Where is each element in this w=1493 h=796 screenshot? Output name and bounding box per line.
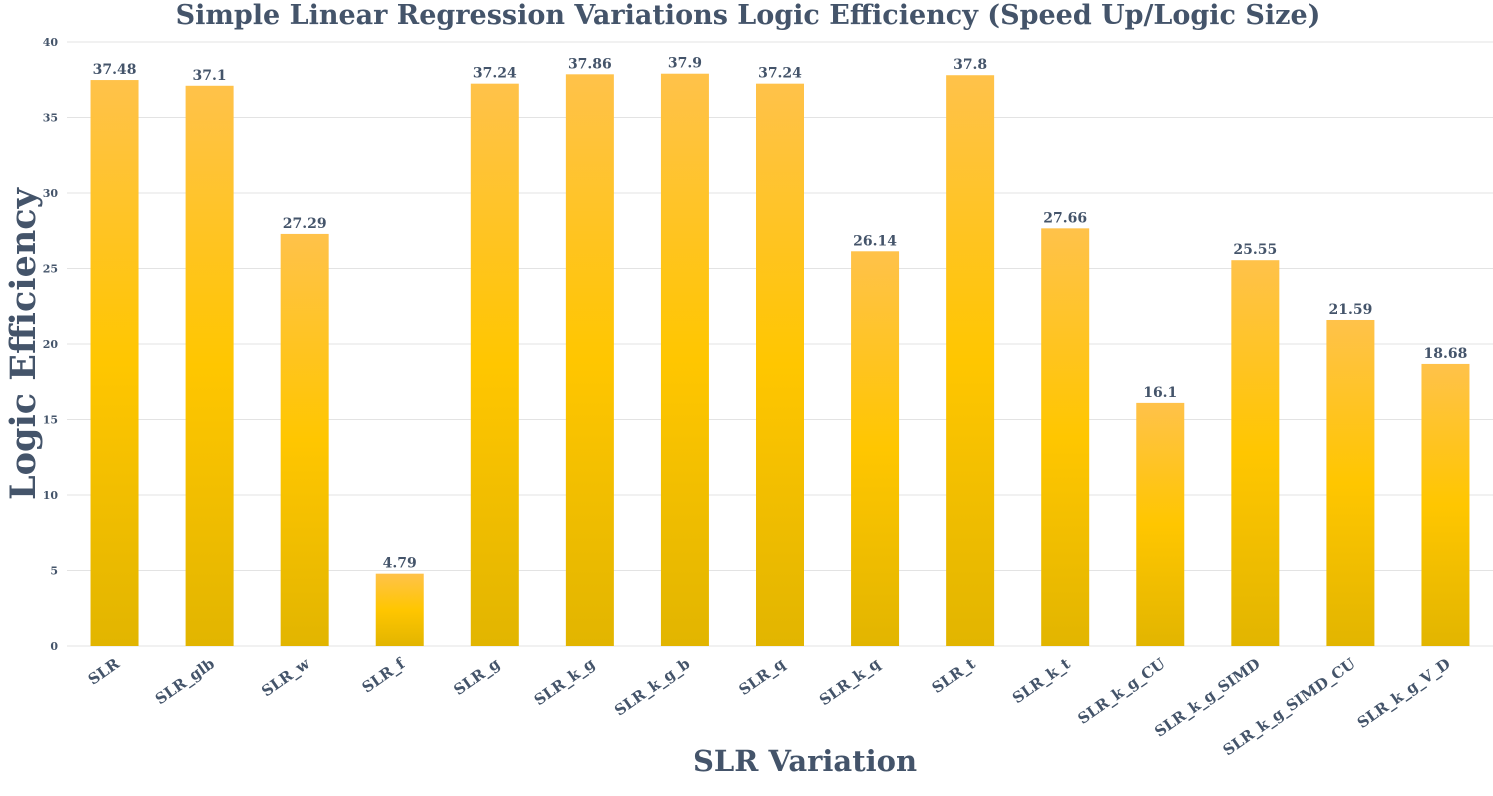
x-tick-label: SLR_g <box>450 654 503 699</box>
bar <box>90 80 139 646</box>
data-label: 37.1 <box>193 68 227 84</box>
data-label: 37.9 <box>668 56 702 72</box>
x-axis-label: SLR Variation <box>693 744 917 778</box>
x-tick-label: SLR_k_t <box>1009 654 1074 707</box>
data-label: 4.79 <box>383 556 417 572</box>
y-axis-ticks: 0 5 10 15 20 25 30 35 40 <box>43 36 59 653</box>
value-labels: 37.48 37.1 27.29 4.79 37.24 37.86 37.9 37.24 26.… <box>93 56 1468 572</box>
data-label: 37.24 <box>473 66 517 82</box>
data-label: 18.68 <box>1424 346 1468 362</box>
bar <box>1421 363 1470 646</box>
chart-title: Simple Linear Regression Variations Logi… <box>176 0 1321 31</box>
data-label: 37.24 <box>758 66 802 82</box>
bar <box>470 83 519 646</box>
data-label: 27.66 <box>1043 210 1087 226</box>
bar <box>946 75 995 647</box>
data-label: 37.86 <box>568 56 612 72</box>
bars <box>90 73 1470 647</box>
bar <box>1326 319 1375 646</box>
y-tick-label: 20 <box>43 338 59 351</box>
data-label: 25.55 <box>1233 242 1277 258</box>
bar <box>280 233 329 646</box>
y-tick-label: 0 <box>50 640 58 653</box>
data-label: 21.59 <box>1328 302 1372 318</box>
y-tick-label: 10 <box>43 489 59 502</box>
bar <box>185 85 234 647</box>
bar <box>851 251 900 646</box>
y-tick-label: 30 <box>43 187 59 200</box>
y-tick-label: 40 <box>43 36 59 49</box>
bar <box>1231 260 1280 646</box>
data-label: 16.1 <box>1143 385 1177 401</box>
bar <box>565 74 614 646</box>
x-tick-label: SLR_w <box>258 654 314 700</box>
bar <box>375 573 424 646</box>
x-tick-label: SLR_glb <box>152 655 218 709</box>
x-tick-label: SLR_k_g <box>531 654 599 709</box>
bar <box>1136 402 1185 646</box>
x-tick-label: SLR_k_g_CU <box>1074 655 1168 728</box>
x-tick-label: SLR_k_g_b <box>611 655 693 720</box>
bar <box>756 83 804 646</box>
bar <box>1041 228 1090 647</box>
y-tick-label: 25 <box>43 263 58 276</box>
x-tick-label: SLR_t <box>929 654 979 696</box>
x-tick-label: SLR_k_g_V_D <box>1354 655 1454 732</box>
x-tick-label: SLR <box>85 654 123 688</box>
y-axis-label: Logic Efficiency <box>3 186 44 500</box>
bar <box>660 73 709 646</box>
x-tick-label: SLR_f <box>359 654 410 697</box>
y-tick-label: 35 <box>43 112 58 125</box>
y-tick-label: 5 <box>50 565 58 578</box>
data-label: 37.8 <box>953 57 987 73</box>
x-tick-label: SLR_k_q <box>816 654 884 709</box>
data-label: 27.29 <box>283 216 327 232</box>
y-tick-label: 15 <box>43 414 58 427</box>
data-label: 37.48 <box>93 62 137 78</box>
data-label: 26.14 <box>853 233 897 249</box>
x-tick-label: SLR_q <box>736 654 789 699</box>
